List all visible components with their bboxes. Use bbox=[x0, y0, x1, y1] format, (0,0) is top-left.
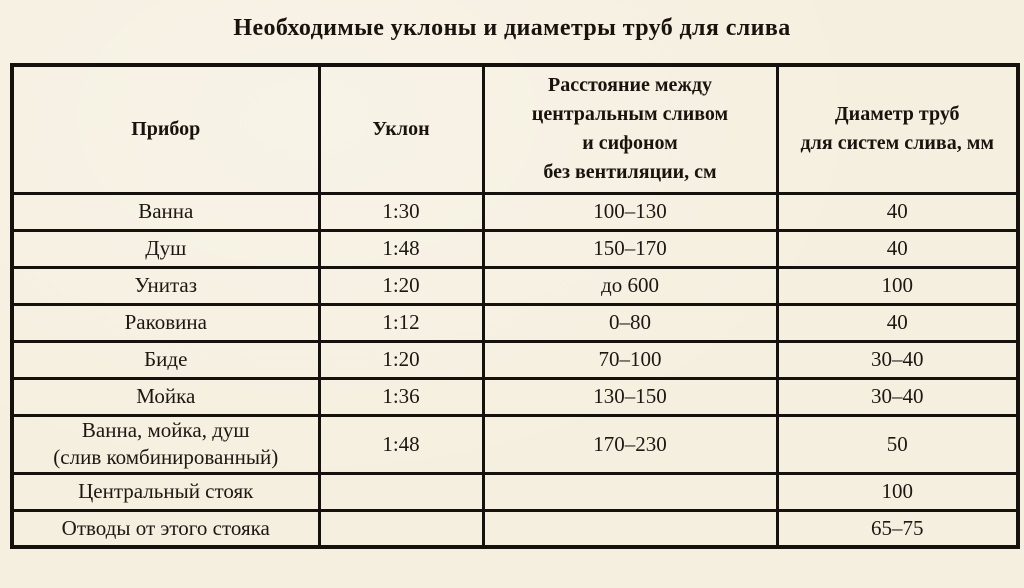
cell-slope: 1:48 bbox=[317, 228, 485, 269]
cell-distance: 150–170 bbox=[481, 228, 779, 269]
cell-diameter: 40 bbox=[775, 228, 1020, 269]
cell-device: Центральный стояк bbox=[10, 471, 321, 512]
col-header-diameter: Диаметр труб для систем слива, мм bbox=[775, 63, 1020, 195]
cell-slope: 1:20 bbox=[317, 339, 485, 380]
cell-diameter: 40 bbox=[775, 302, 1020, 343]
cell-device: Биде bbox=[10, 339, 321, 380]
cell-distance: 0–80 bbox=[481, 302, 779, 343]
table-row: Унитаз 1:20 до 600 100 bbox=[10, 265, 1020, 306]
cell-device: Раковина bbox=[10, 302, 321, 343]
cell-device: Мойка bbox=[10, 376, 321, 417]
cell-diameter: 65–75 bbox=[775, 508, 1020, 549]
cell-device: Душ bbox=[10, 228, 321, 269]
table-header-row: Прибор Уклон Расстояние между центральны… bbox=[10, 63, 1020, 195]
cell-distance: 130–150 bbox=[481, 376, 779, 417]
cell-device: Отводы от этого стояка bbox=[10, 508, 321, 549]
table-row: Раковина 1:12 0–80 40 bbox=[10, 302, 1020, 343]
table-row: Мойка 1:36 130–150 30–40 bbox=[10, 376, 1020, 417]
col-header-distance: Расстояние между центральным сливом и си… bbox=[481, 63, 779, 195]
cell-slope: 1:20 bbox=[317, 265, 485, 306]
cell-diameter: 100 bbox=[775, 471, 1020, 512]
cell-distance: 100–130 bbox=[481, 191, 779, 232]
cell-distance: до 600 bbox=[481, 265, 779, 306]
cell-diameter: 30–40 bbox=[775, 339, 1020, 380]
table-row: Ванна, мойка, душ (слив комбинированный)… bbox=[10, 413, 1020, 475]
cell-device: Унитаз bbox=[10, 265, 321, 306]
cell-diameter: 40 bbox=[775, 191, 1020, 232]
cell-distance: 70–100 bbox=[481, 339, 779, 380]
cell-distance bbox=[481, 508, 779, 549]
cell-slope: 1:12 bbox=[317, 302, 485, 343]
table-row: Душ 1:48 150–170 40 bbox=[10, 228, 1020, 269]
cell-slope: 1:48 bbox=[317, 413, 485, 475]
page-title: Необходимые уклоны и диаметры труб для с… bbox=[233, 15, 791, 41]
col-header-slope: Уклон bbox=[317, 63, 485, 195]
table-row: Биде 1:20 70–100 30–40 bbox=[10, 339, 1020, 380]
table-row: Отводы от этого стояка 65–75 bbox=[10, 508, 1020, 549]
cell-distance: 170–230 bbox=[481, 413, 779, 475]
cell-diameter: 100 bbox=[775, 265, 1020, 306]
cell-device: Ванна, мойка, душ (слив комбинированный) bbox=[10, 413, 321, 475]
pipe-slope-table: Прибор Уклон Расстояние между центральны… bbox=[10, 63, 1020, 549]
cell-slope bbox=[317, 508, 485, 549]
cell-slope: 1:30 bbox=[317, 191, 485, 232]
cell-slope bbox=[317, 471, 485, 512]
cell-diameter: 30–40 bbox=[775, 376, 1020, 417]
cell-diameter: 50 bbox=[775, 413, 1020, 475]
cell-device: Ванна bbox=[10, 191, 321, 232]
col-header-device: Прибор bbox=[10, 63, 321, 195]
cell-distance bbox=[481, 471, 779, 512]
table-row: Ванна 1:30 100–130 40 bbox=[10, 191, 1020, 232]
table-row: Центральный стояк 100 bbox=[10, 471, 1020, 512]
cell-slope: 1:36 bbox=[317, 376, 485, 417]
